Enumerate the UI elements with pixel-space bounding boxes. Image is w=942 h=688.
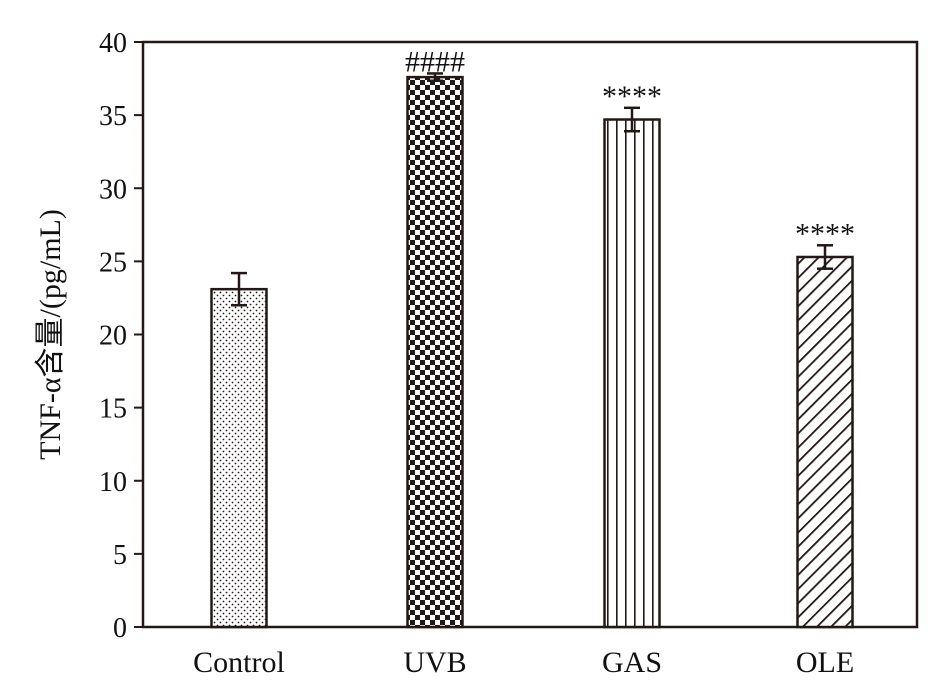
x-tick-label: GAS (602, 646, 662, 679)
y-tick-label: 25 (99, 247, 127, 278)
bar-control (210, 287, 268, 629)
y-tick-label: 30 (99, 174, 127, 205)
significance-label: #### (405, 45, 465, 78)
x-tick-label: Control (193, 646, 285, 679)
y-tick-label: 5 (113, 540, 127, 571)
y-tick-label: 20 (99, 321, 127, 352)
significance-label: **** (602, 80, 662, 113)
x-tick-label: UVB (403, 646, 466, 679)
bar-ole (796, 255, 854, 629)
y-tick-label: 35 (99, 101, 127, 132)
y-tick-label: 15 (99, 394, 127, 425)
y-tick-label: 0 (113, 613, 127, 644)
y-tick-label: 10 (99, 467, 127, 498)
bar-gas (603, 118, 661, 629)
x-tick-label: OLE (796, 646, 854, 679)
y-tick-label: 40 (99, 28, 127, 59)
bar-uvb (406, 75, 464, 629)
significance-label: **** (795, 217, 855, 250)
y-axis-title: TNF-α含量/(pg/mL) (34, 209, 67, 460)
